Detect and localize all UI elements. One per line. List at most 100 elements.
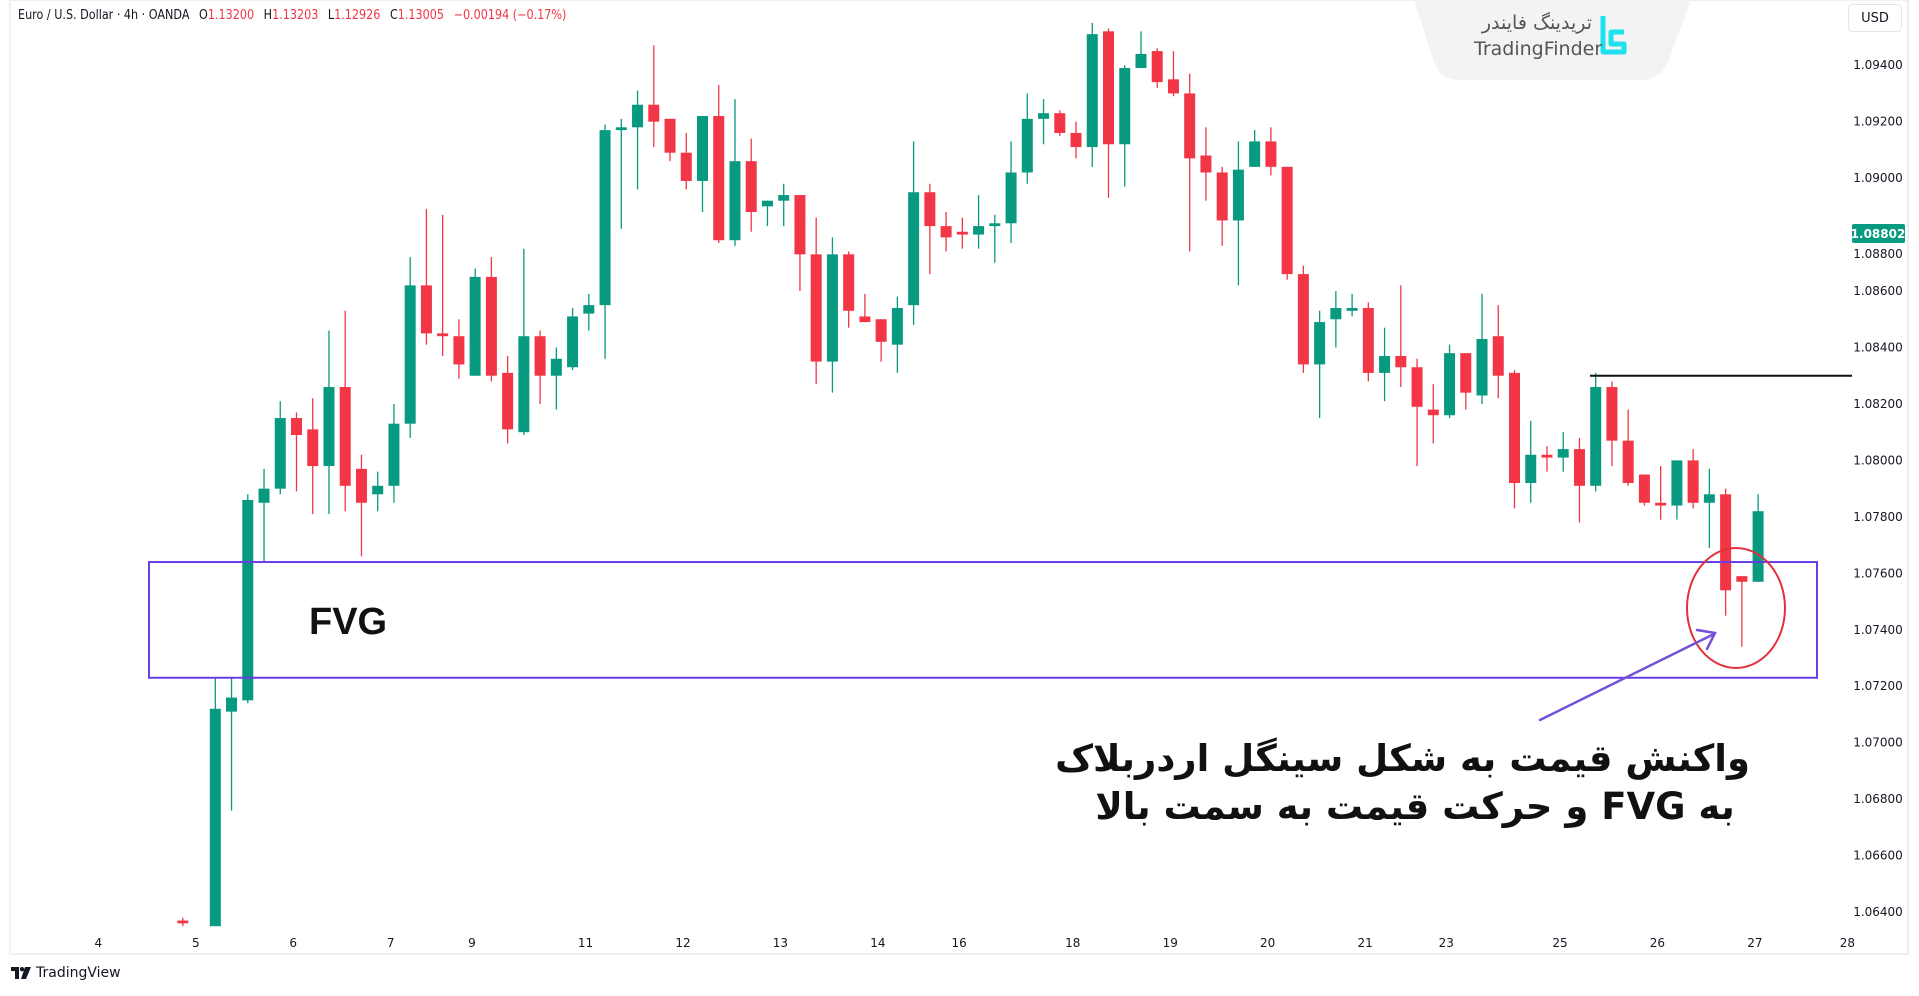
candle — [778, 183, 790, 227]
arrow-icon[interactable] — [1538, 628, 1717, 722]
candle-body — [1687, 460, 1699, 503]
candle-body — [1525, 454, 1537, 483]
candle — [859, 293, 871, 323]
candle — [242, 494, 254, 704]
candle — [810, 217, 822, 385]
candle-body — [388, 423, 400, 486]
candle-body — [713, 116, 725, 241]
candle-body — [1541, 454, 1553, 458]
candle — [339, 310, 351, 512]
candle — [1167, 51, 1179, 97]
price-axis[interactable]: 1.09400 1.09200 1.09000 1.08800 1.08600 1.084… — [1853, 58, 1903, 919]
candle-body — [355, 468, 367, 503]
candle-body — [274, 418, 286, 489]
candle — [648, 45, 660, 148]
time-tick-label: 7 — [387, 936, 395, 950]
candle — [1411, 358, 1423, 467]
candle-body — [1590, 387, 1602, 486]
price-tick-label: 1.06800 — [1853, 792, 1903, 806]
fvg-zone-rectangle[interactable] — [148, 561, 1818, 679]
candle — [518, 248, 530, 435]
candle-body — [1346, 307, 1358, 311]
time-tick-label: 18 — [1065, 936, 1080, 950]
candle-body — [1167, 79, 1179, 94]
candle — [680, 132, 692, 190]
price-tick-label: 1.09400 — [1853, 58, 1903, 72]
price-tick-label: 1.08600 — [1853, 284, 1903, 298]
candle-body — [1379, 355, 1391, 373]
candle-body — [291, 418, 302, 435]
candle — [1135, 31, 1147, 69]
candle — [1086, 22, 1098, 167]
candle — [1249, 130, 1261, 167]
time-tick-label: 28 — [1840, 936, 1855, 950]
candle-body — [1021, 118, 1033, 173]
candle — [1314, 310, 1326, 419]
candle — [843, 251, 855, 328]
candle — [1687, 449, 1699, 509]
candle — [1200, 127, 1212, 201]
candle — [226, 677, 238, 811]
candle — [1655, 466, 1667, 520]
candle-body — [940, 226, 952, 238]
candle — [567, 307, 579, 371]
fvg-label: FVG — [309, 601, 388, 643]
price-tick-label: 1.08800 — [1853, 247, 1903, 261]
candle-body — [826, 254, 838, 362]
candle-body — [1638, 474, 1650, 503]
candle-body — [908, 192, 920, 306]
candle-body — [1655, 502, 1667, 506]
candle — [1151, 48, 1163, 88]
candle-body — [891, 307, 903, 345]
symbol-legend[interactable]: Euro / U.S. Dollar · 4h · OANDA O1.13200… — [18, 8, 566, 23]
low-value: 1.12926 — [334, 8, 381, 23]
candle — [1622, 409, 1634, 486]
tradingfinder-logo-icon — [1600, 16, 1627, 55]
candle-body — [1086, 34, 1098, 148]
candle-body — [1606, 387, 1618, 441]
candle-body — [648, 104, 660, 122]
candle — [729, 99, 741, 246]
candle-body — [1151, 51, 1163, 83]
time-axis[interactable]: 4 5 6 7 9 11 12 13 14 16 18 19 20 21 23 25 26 27 28 — [95, 936, 1856, 950]
candle — [1638, 474, 1650, 506]
candle — [1590, 372, 1602, 492]
candle-body — [502, 372, 514, 430]
candle-body — [680, 152, 692, 181]
candle — [502, 355, 514, 444]
tradingview-label: TradingView — [36, 965, 121, 981]
candle-body — [420, 285, 432, 334]
time-tick-label: 20 — [1260, 936, 1275, 950]
candle-body — [453, 336, 465, 365]
symbol-title: Euro / U.S. Dollar · 4h · OANDA — [18, 8, 190, 23]
candle-body — [1752, 511, 1764, 582]
candle-body — [664, 118, 676, 153]
candle-body — [1184, 93, 1196, 159]
candle-body — [1573, 449, 1585, 486]
candle-body — [1460, 353, 1472, 393]
candle-body — [372, 485, 384, 495]
candle — [989, 214, 1001, 263]
candle-body — [1265, 141, 1277, 167]
candle — [1606, 381, 1618, 467]
watermark-persian: تریدینگ فایندر — [1481, 12, 1592, 34]
candle-body — [1476, 339, 1488, 396]
candle — [875, 319, 887, 362]
time-tick-label: 9 — [468, 936, 476, 950]
open-label: O — [199, 8, 208, 23]
candle — [745, 138, 757, 232]
note-line-1: واکنش قیمت به شکل سینگل اردربلاک — [1055, 737, 1750, 780]
currency-button[interactable]: USD — [1848, 4, 1902, 32]
candle — [1119, 65, 1131, 187]
highlight-circle[interactable] — [1686, 547, 1786, 669]
candle-body — [1216, 172, 1228, 221]
tradingview-logo[interactable]: TradingView — [11, 965, 121, 981]
candle-body — [1703, 494, 1715, 503]
candle-body — [583, 305, 595, 314]
candle — [761, 200, 773, 227]
candle — [1703, 468, 1715, 548]
tradingview-icon — [11, 967, 31, 979]
candle-body — [258, 488, 270, 503]
candle — [697, 116, 708, 212]
